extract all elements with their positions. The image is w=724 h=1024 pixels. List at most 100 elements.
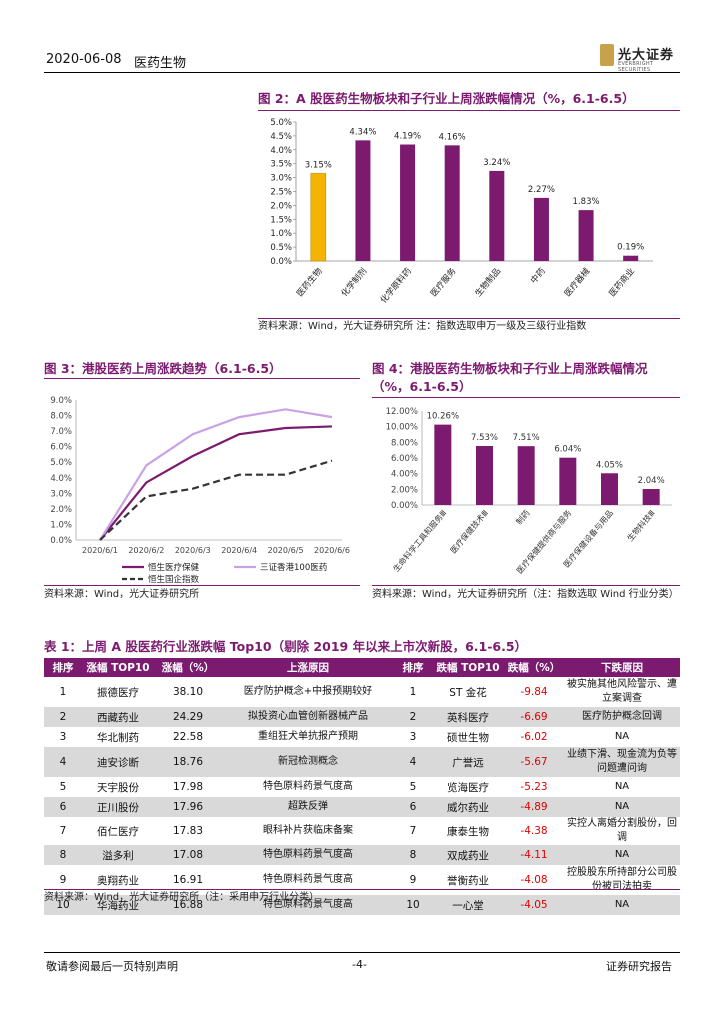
y-tick-label: 12.00% xyxy=(386,407,418,417)
bar xyxy=(476,446,493,505)
bar xyxy=(310,173,327,262)
y-tick-label: 0.5% xyxy=(270,243,292,253)
y-tick-label: 0.00% xyxy=(391,501,418,511)
fig4-source: 资料来源：Wind，光大证券研究所（注：指数选取 Wind 行业分类） xyxy=(372,589,679,600)
x-tick-label: 化学制剂 xyxy=(339,266,369,299)
cell-loss-pct: -6.02 xyxy=(520,731,548,743)
bar xyxy=(434,424,452,505)
fig2-bottom-rule xyxy=(258,318,680,319)
bar xyxy=(623,255,639,261)
cell-loss-reason: NA xyxy=(564,895,680,915)
cell-gain-reason: 眼科补片获临床备案 xyxy=(263,825,353,836)
bar xyxy=(355,140,371,261)
cell-rank-up: 2 xyxy=(44,707,82,727)
footer-disclaimer: 敬请参阅最后一页特别声明 xyxy=(46,960,178,973)
cell-loss-pct: -4.05 xyxy=(504,895,564,915)
col-gain-reason: 上涨原因 xyxy=(222,658,394,677)
x-tick-label: 2020/6/2 xyxy=(128,546,164,555)
bar xyxy=(400,144,416,261)
cell-gain-reason: 重组狂犬单抗报产预期 xyxy=(258,731,358,742)
cell-gain-pct: 22.58 xyxy=(172,731,204,743)
cell-loss-pct: -6.69 xyxy=(504,707,564,727)
table-row: 3 华北制药 22.58 重组狂犬单抗报产预期 3 硕世生物 -6.02 NA xyxy=(44,727,680,747)
y-tick-label: 8.0% xyxy=(50,412,72,422)
y-tick-label: 4.5% xyxy=(270,132,292,142)
cell-gain-reason: 拟投资心血管创新器械产品 xyxy=(222,707,394,727)
cell-rank-up: 6 xyxy=(44,797,82,817)
cell-loss-pct: -4.38 xyxy=(520,825,548,837)
x-tick-label: 2020/6/4 xyxy=(221,546,257,555)
table1-source: 资料来源：Wind，光大证券研究所（注：采用申万行业分类） xyxy=(44,892,320,903)
cell-loss-reason: 被实施其他风险警示、遭立案调查 xyxy=(567,679,677,704)
y-tick-label: 1.0% xyxy=(270,229,292,239)
cell-gain-pct: 17.98 xyxy=(172,781,204,793)
cell-loss-reason: 医疗防护概念回调 xyxy=(564,707,680,727)
y-tick-label: 8.00% xyxy=(391,438,418,448)
cell-rank-down: 2 xyxy=(394,707,432,727)
table-row: 4 迪安诊断 18.76 新冠检测概念 4 广誉远 -5.67 业绩下滑、现金流为负等问题遭问… xyxy=(44,747,680,777)
data-label: 0.19% xyxy=(617,243,644,253)
cell-rank-up: 10 xyxy=(44,895,82,915)
table-row: 8 溢多利 17.08 特色原料药景气度高 8 双成药业 -4.11 NA xyxy=(44,845,680,865)
cell-loser-name: 英科医疗 xyxy=(432,707,504,727)
fig2-chart: 0.0% 0.5% 1.0% 1.5% 2.0% 2.5% 3.0% 3.5% 4.0% 4.5%… xyxy=(270,118,653,305)
cell-gain-pct: 38.10 xyxy=(172,686,204,698)
cell-gain-pct: 16.88 xyxy=(154,895,222,915)
bar xyxy=(578,210,594,261)
top10-table: 排序 涨幅 TOP10 涨幅（%） 上涨原因 排序 跌幅 TOP10 跌幅（%）… xyxy=(44,658,680,915)
cell-loss-pct: -4.89 xyxy=(504,797,564,817)
x-tick-label: 2020/6/6 xyxy=(314,546,350,555)
y-tick-label: 1.0% xyxy=(50,520,72,530)
cell-rank-down: 8 xyxy=(394,845,432,865)
y-tick-label: 2.00% xyxy=(391,485,418,495)
y-tick-label: 2.0% xyxy=(270,201,292,211)
footer-rule xyxy=(44,952,680,953)
cell-gain-pct: 16.91 xyxy=(172,874,204,886)
x-tick-label: 医药生物 xyxy=(294,265,325,298)
data-label: 4.05% xyxy=(596,460,623,470)
series-line xyxy=(99,459,333,541)
logo-icon xyxy=(600,44,614,66)
x-tick-label: 生命科学工具和服务Ⅲ xyxy=(391,508,448,574)
cell-gainer-name: 佰仁医疗 xyxy=(97,825,139,838)
table-row: 7 佰仁医疗 17.83 眼科补片获临床备案 7 康泰生物 -4.38 实控人离婚分割股份，回… xyxy=(44,817,680,845)
fig2-source: 资料来源：Wind，光大证券研究所 注：指数选取申万一级及三级行业指数 xyxy=(258,321,587,332)
y-tick-label: 5.0% xyxy=(270,118,292,128)
y-tick-label: 10.00% xyxy=(386,423,418,433)
y-tick-label: 9.0% xyxy=(50,396,72,406)
cell-loser-name: 威尔药业 xyxy=(432,797,504,817)
cell-loser-name: 一心堂 xyxy=(432,895,504,915)
table1-bottom-rule xyxy=(44,889,680,890)
fig4-bottom-rule xyxy=(372,585,680,586)
col-gainer: 涨幅 TOP10 xyxy=(82,658,154,677)
logo-subtext: EVERBRIGHT SECURITIES xyxy=(618,61,654,73)
fig3-source: 资料来源：Wind，光大证券研究所 xyxy=(44,589,200,600)
cell-loss-reason: NA xyxy=(614,781,630,792)
y-tick-label: 7.0% xyxy=(50,427,72,437)
cell-rank-down: 4 xyxy=(394,747,432,777)
data-label: 6.04% xyxy=(554,445,581,455)
fig4-title: 图 4：港股医药生物板块和子行业上周涨跌幅情况（%，6.1-6.5） xyxy=(372,361,648,394)
cell-rank-down: 9 xyxy=(409,874,417,886)
data-label: 3.15% xyxy=(305,160,332,170)
cell-gain-pct: 17.96 xyxy=(154,797,222,817)
y-tick-label: 1.5% xyxy=(270,215,292,225)
x-tick-label: 生物制品 xyxy=(473,266,503,299)
y-tick-label: 3.5% xyxy=(270,160,292,170)
fig3-title-rule xyxy=(44,378,360,379)
x-tick-label: 生物科技Ⅲ xyxy=(625,508,657,543)
cell-loss-reason: NA xyxy=(614,731,630,742)
cell-gainer-name: 华海药业 xyxy=(82,895,154,915)
x-tick-label: 2020/6/3 xyxy=(175,546,211,555)
bar xyxy=(444,145,460,261)
footer-report-type: 证券研究报告 xyxy=(606,960,672,973)
bar xyxy=(533,197,549,261)
table-row: 5 天宇股份 17.98 特色原料药景气度高 5 览海医疗 -5.23 NA xyxy=(44,777,680,797)
cell-loss-pct: -4.08 xyxy=(520,874,548,886)
fig2-title-rule xyxy=(258,110,680,111)
cell-rank-up: 1 xyxy=(59,686,67,698)
legend-label: 恒生国企指数 xyxy=(148,574,200,585)
x-tick-label: 2020/6/5 xyxy=(268,546,304,555)
table-row: 9 奥翔药业 16.91 特色原料药景气度高 9 誉衡药业 -4.08 控股股东所持部分公司股… xyxy=(44,865,680,895)
cell-rank-up: 9 xyxy=(59,874,67,886)
